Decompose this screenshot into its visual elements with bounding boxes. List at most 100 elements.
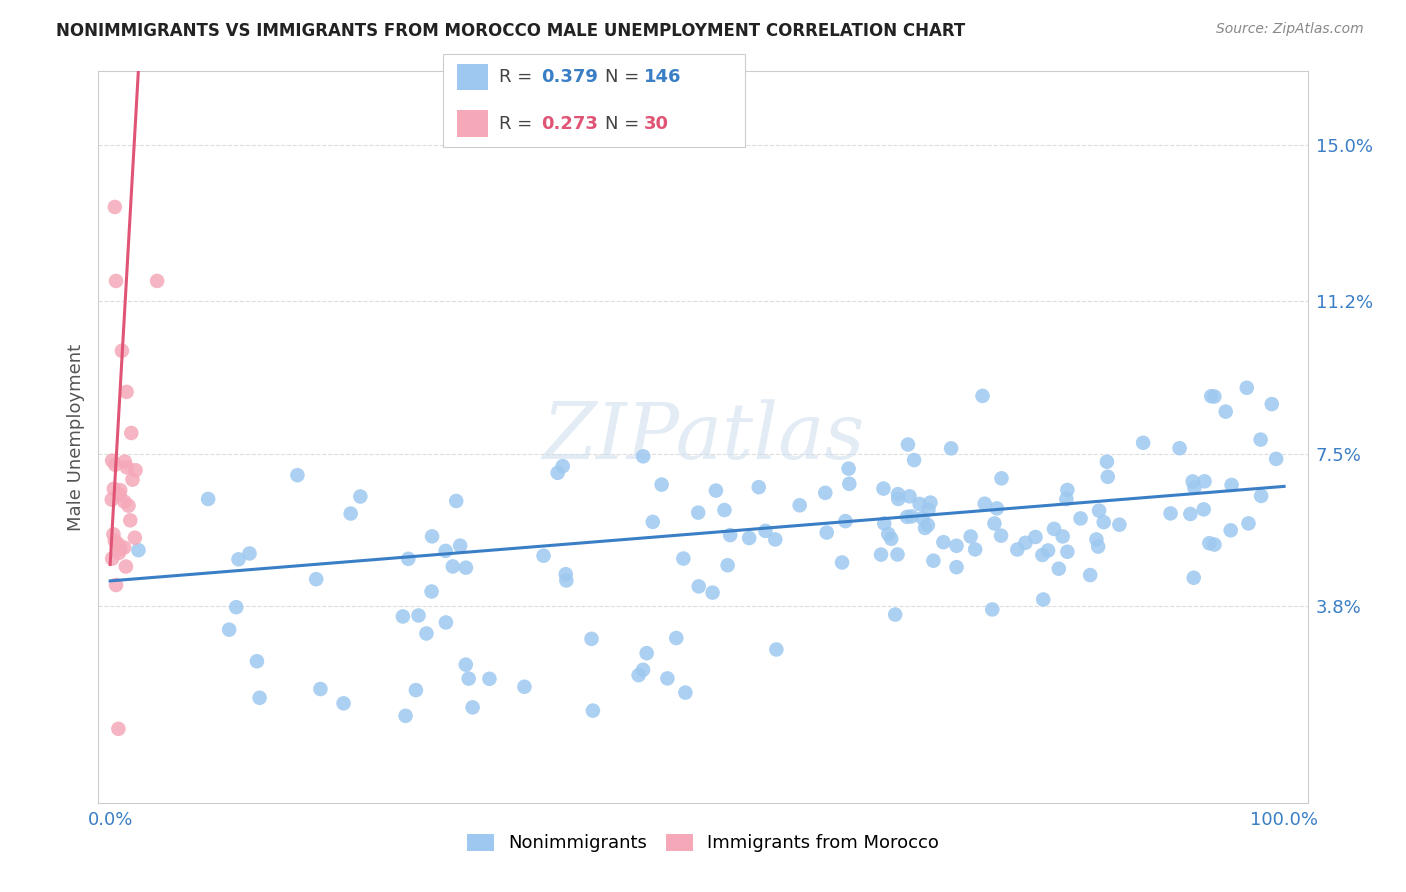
Point — [238, 546, 260, 560]
Point — [754, 524, 776, 538]
Point — [112, 541, 135, 555]
Point — [651, 477, 673, 491]
Point — [887, 491, 910, 506]
Point — [990, 471, 1012, 485]
Point — [1237, 516, 1260, 531]
Point — [922, 554, 945, 568]
Point — [107, 722, 129, 736]
Point — [454, 560, 477, 574]
Point — [332, 696, 354, 710]
Point — [972, 389, 994, 403]
Point — [246, 654, 269, 668]
Point — [444, 494, 467, 508]
Text: 0.273: 0.273 — [541, 115, 598, 133]
Point — [911, 511, 934, 525]
Point — [877, 527, 900, 541]
Point — [917, 518, 939, 533]
Point — [688, 506, 710, 520]
Text: ZIPatlas: ZIPatlas — [541, 399, 865, 475]
Point — [990, 528, 1012, 542]
Point — [124, 531, 146, 545]
Point — [897, 437, 920, 451]
Point — [1070, 511, 1092, 525]
Point — [551, 459, 574, 474]
Point — [249, 690, 271, 705]
Point — [789, 498, 811, 512]
Text: NONIMMIGRANTS VS IMMIGRANTS FROM MOROCCO MALE UNEMPLOYMENT CORRELATION CHART: NONIMMIGRANTS VS IMMIGRANTS FROM MOROCCO… — [56, 22, 966, 40]
Point — [932, 535, 955, 549]
Point — [872, 482, 894, 496]
Point — [115, 384, 138, 399]
Point — [115, 460, 138, 475]
Point — [1036, 543, 1059, 558]
Point — [1031, 548, 1053, 562]
Point — [454, 657, 477, 672]
Point — [1250, 433, 1272, 447]
Point — [1108, 517, 1130, 532]
Point — [101, 453, 124, 467]
Point — [973, 497, 995, 511]
Point — [392, 609, 415, 624]
Point — [713, 503, 735, 517]
Point — [1043, 522, 1066, 536]
Point — [405, 683, 427, 698]
Point — [555, 574, 578, 588]
Point — [127, 543, 149, 558]
Point — [688, 579, 710, 593]
Point — [287, 468, 309, 483]
Point — [908, 497, 931, 511]
Point — [457, 672, 479, 686]
Point — [1236, 381, 1258, 395]
Text: 0.379: 0.379 — [541, 68, 598, 86]
Point — [886, 548, 908, 562]
Point — [631, 663, 654, 677]
Point — [225, 600, 247, 615]
Point — [420, 529, 443, 543]
Point — [900, 509, 922, 524]
Point — [394, 709, 416, 723]
Point — [838, 476, 860, 491]
Point — [434, 615, 457, 630]
Point — [959, 529, 981, 543]
Point — [986, 501, 1008, 516]
Point — [1198, 536, 1220, 550]
Point — [1088, 503, 1111, 517]
Point — [1182, 481, 1205, 495]
Point — [917, 502, 939, 516]
Point — [1204, 390, 1226, 404]
Point — [434, 544, 457, 558]
Point — [896, 509, 918, 524]
Point — [748, 480, 770, 494]
Point — [513, 680, 536, 694]
Point — [738, 531, 761, 545]
Point — [120, 513, 142, 527]
Point — [1087, 540, 1109, 554]
Point — [547, 466, 569, 480]
Point — [146, 274, 169, 288]
Point — [1095, 455, 1118, 469]
Text: N =: N = — [605, 115, 644, 133]
Point — [1215, 404, 1237, 418]
Legend: Nonimmigrants, Immigrants from Morocco: Nonimmigrants, Immigrants from Morocco — [460, 826, 946, 860]
Point — [870, 548, 893, 562]
Point — [763, 533, 786, 547]
Point — [1014, 536, 1036, 550]
Point — [1204, 538, 1226, 552]
Point — [1024, 530, 1046, 544]
Point — [420, 584, 443, 599]
Point — [1092, 515, 1115, 529]
Point — [197, 491, 219, 506]
Text: 146: 146 — [644, 68, 682, 86]
Point — [309, 681, 332, 696]
Point — [121, 473, 143, 487]
Point — [103, 482, 125, 496]
Point — [717, 558, 740, 573]
Point — [449, 539, 471, 553]
Point — [1132, 435, 1154, 450]
Point — [704, 483, 727, 498]
Point — [880, 532, 903, 546]
Point — [339, 507, 361, 521]
Point — [1160, 507, 1182, 521]
Point — [108, 483, 131, 497]
Point — [765, 642, 787, 657]
